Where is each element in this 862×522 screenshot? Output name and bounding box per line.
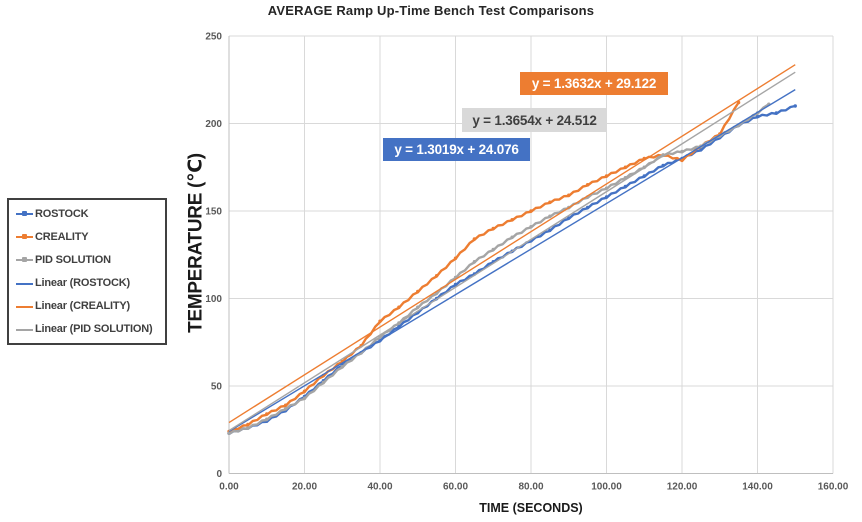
series-marker xyxy=(302,396,307,400)
x-tick-label: 100.00 xyxy=(591,482,622,493)
x-tick-label: 20.00 xyxy=(292,482,317,493)
series-marker xyxy=(585,205,590,210)
series-marker xyxy=(567,216,571,220)
trendline-equation-rostock[interactable]: y = 1.3019x + 24.076 xyxy=(383,138,530,161)
series-marker xyxy=(699,148,703,152)
x-tick-label: 140.00 xyxy=(742,482,773,493)
series-marker xyxy=(397,324,401,329)
series-marker xyxy=(680,149,684,154)
series-marker xyxy=(472,260,477,264)
x-axis-title: TIME (SECONDS) xyxy=(479,501,583,515)
y-tick-label: 50 xyxy=(211,382,223,393)
linear-pid-solution-line-icon xyxy=(16,325,33,334)
legend-label: Linear (ROSTOCK) xyxy=(35,277,130,290)
series-marker xyxy=(585,183,590,187)
y-tick-label: 0 xyxy=(216,469,222,480)
series-marker xyxy=(548,200,552,204)
series-marker xyxy=(567,193,571,197)
series-line-pid-solution[interactable] xyxy=(228,103,770,436)
legend-item-linear-creality[interactable]: Linear (CREALITY) xyxy=(16,297,165,315)
series-marker xyxy=(265,412,269,416)
series-marker xyxy=(283,403,288,407)
series-marker xyxy=(604,186,609,190)
y-tick-label: 250 xyxy=(205,32,222,43)
legend-label: CREALITY xyxy=(35,230,89,243)
series-marker xyxy=(623,165,628,169)
legend-item-creality[interactable]: CREALITY xyxy=(16,228,165,246)
series-marker xyxy=(491,247,495,252)
series-marker xyxy=(510,218,514,222)
x-tick-label: 80.00 xyxy=(518,482,543,493)
legend-item-pid-solution[interactable]: PID SOLUTION xyxy=(16,251,165,269)
x-tick-label: 0.00 xyxy=(219,482,239,493)
series-marker xyxy=(434,274,439,278)
series-marker xyxy=(604,174,609,178)
series-marker xyxy=(302,389,307,393)
series-marker xyxy=(397,305,401,309)
y-axis-title: TEMPERATURE (℃) xyxy=(185,153,207,333)
series-marker xyxy=(755,114,760,119)
linear-creality-line-icon xyxy=(16,302,33,311)
trendline-linearpidsolution[interactable] xyxy=(228,71,796,432)
legend-item-rostock[interactable]: ROSTOCK xyxy=(16,205,165,223)
series-marker xyxy=(793,104,797,108)
series-marker xyxy=(604,195,609,199)
series-marker xyxy=(453,256,458,260)
trendline-equation-pid-solution[interactable]: y = 1.3654x + 24.512 xyxy=(462,108,607,132)
trendline-linearrostock[interactable] xyxy=(228,89,796,432)
series-marker xyxy=(453,282,458,287)
legend-label: Linear (CREALITY) xyxy=(35,300,130,313)
series-marker xyxy=(548,228,552,232)
y-tick-label: 200 xyxy=(205,119,222,130)
series-marker xyxy=(227,431,231,435)
series-marker xyxy=(529,225,533,229)
rostock-line-marker-icon xyxy=(16,209,33,218)
series-marker xyxy=(321,380,326,385)
series-marker xyxy=(378,319,382,323)
series-marker xyxy=(680,158,684,162)
legend-label: Linear (PID SOLUTION) xyxy=(35,323,153,336)
series-marker xyxy=(416,305,420,309)
series-marker xyxy=(416,289,420,294)
x-tick-label: 120.00 xyxy=(667,482,698,493)
series-marker xyxy=(340,365,344,369)
trendline-equation-creality[interactable]: y = 1.3632x + 29.122 xyxy=(520,72,668,95)
chart-title: AVERAGE Ramp Up-Time Bench Test Comparis… xyxy=(267,3,595,18)
legend-label: PID SOLUTION xyxy=(35,253,111,266)
legend-label: ROSTOCK xyxy=(35,207,89,220)
series-marker xyxy=(283,407,288,411)
series-marker xyxy=(491,226,495,231)
y-tick-label: 100 xyxy=(205,294,222,305)
pid-solution-line-marker-icon xyxy=(16,255,33,264)
series-marker xyxy=(548,214,552,218)
legend: ROSTOCK CREALITY PID SOLUTION Linear (RO… xyxy=(7,198,167,345)
series-marker xyxy=(623,184,628,189)
series-marker xyxy=(265,417,269,421)
y-tick-label: 150 xyxy=(205,207,222,218)
series-marker xyxy=(774,111,779,115)
series-marker xyxy=(642,174,646,178)
x-tick-label: 160.00 xyxy=(818,482,849,493)
x-tick-label: 40.00 xyxy=(367,482,392,493)
x-tick-label: 60.00 xyxy=(443,482,468,493)
legend-item-linear-rostock[interactable]: Linear (ROSTOCK) xyxy=(16,274,165,292)
trendline-linearcreality[interactable] xyxy=(228,64,796,424)
creality-line-marker-icon xyxy=(16,232,33,241)
series-line-creality[interactable] xyxy=(228,101,740,434)
series-marker xyxy=(510,235,514,239)
linear-rostock-line-icon xyxy=(16,279,33,288)
series-marker xyxy=(246,426,250,430)
series-marker xyxy=(661,163,665,168)
series-marker xyxy=(529,209,533,213)
legend-item-linear-pid-solution[interactable]: Linear (PID SOLUTION) xyxy=(16,320,165,338)
series-marker xyxy=(246,422,250,427)
series-marker xyxy=(472,237,477,241)
